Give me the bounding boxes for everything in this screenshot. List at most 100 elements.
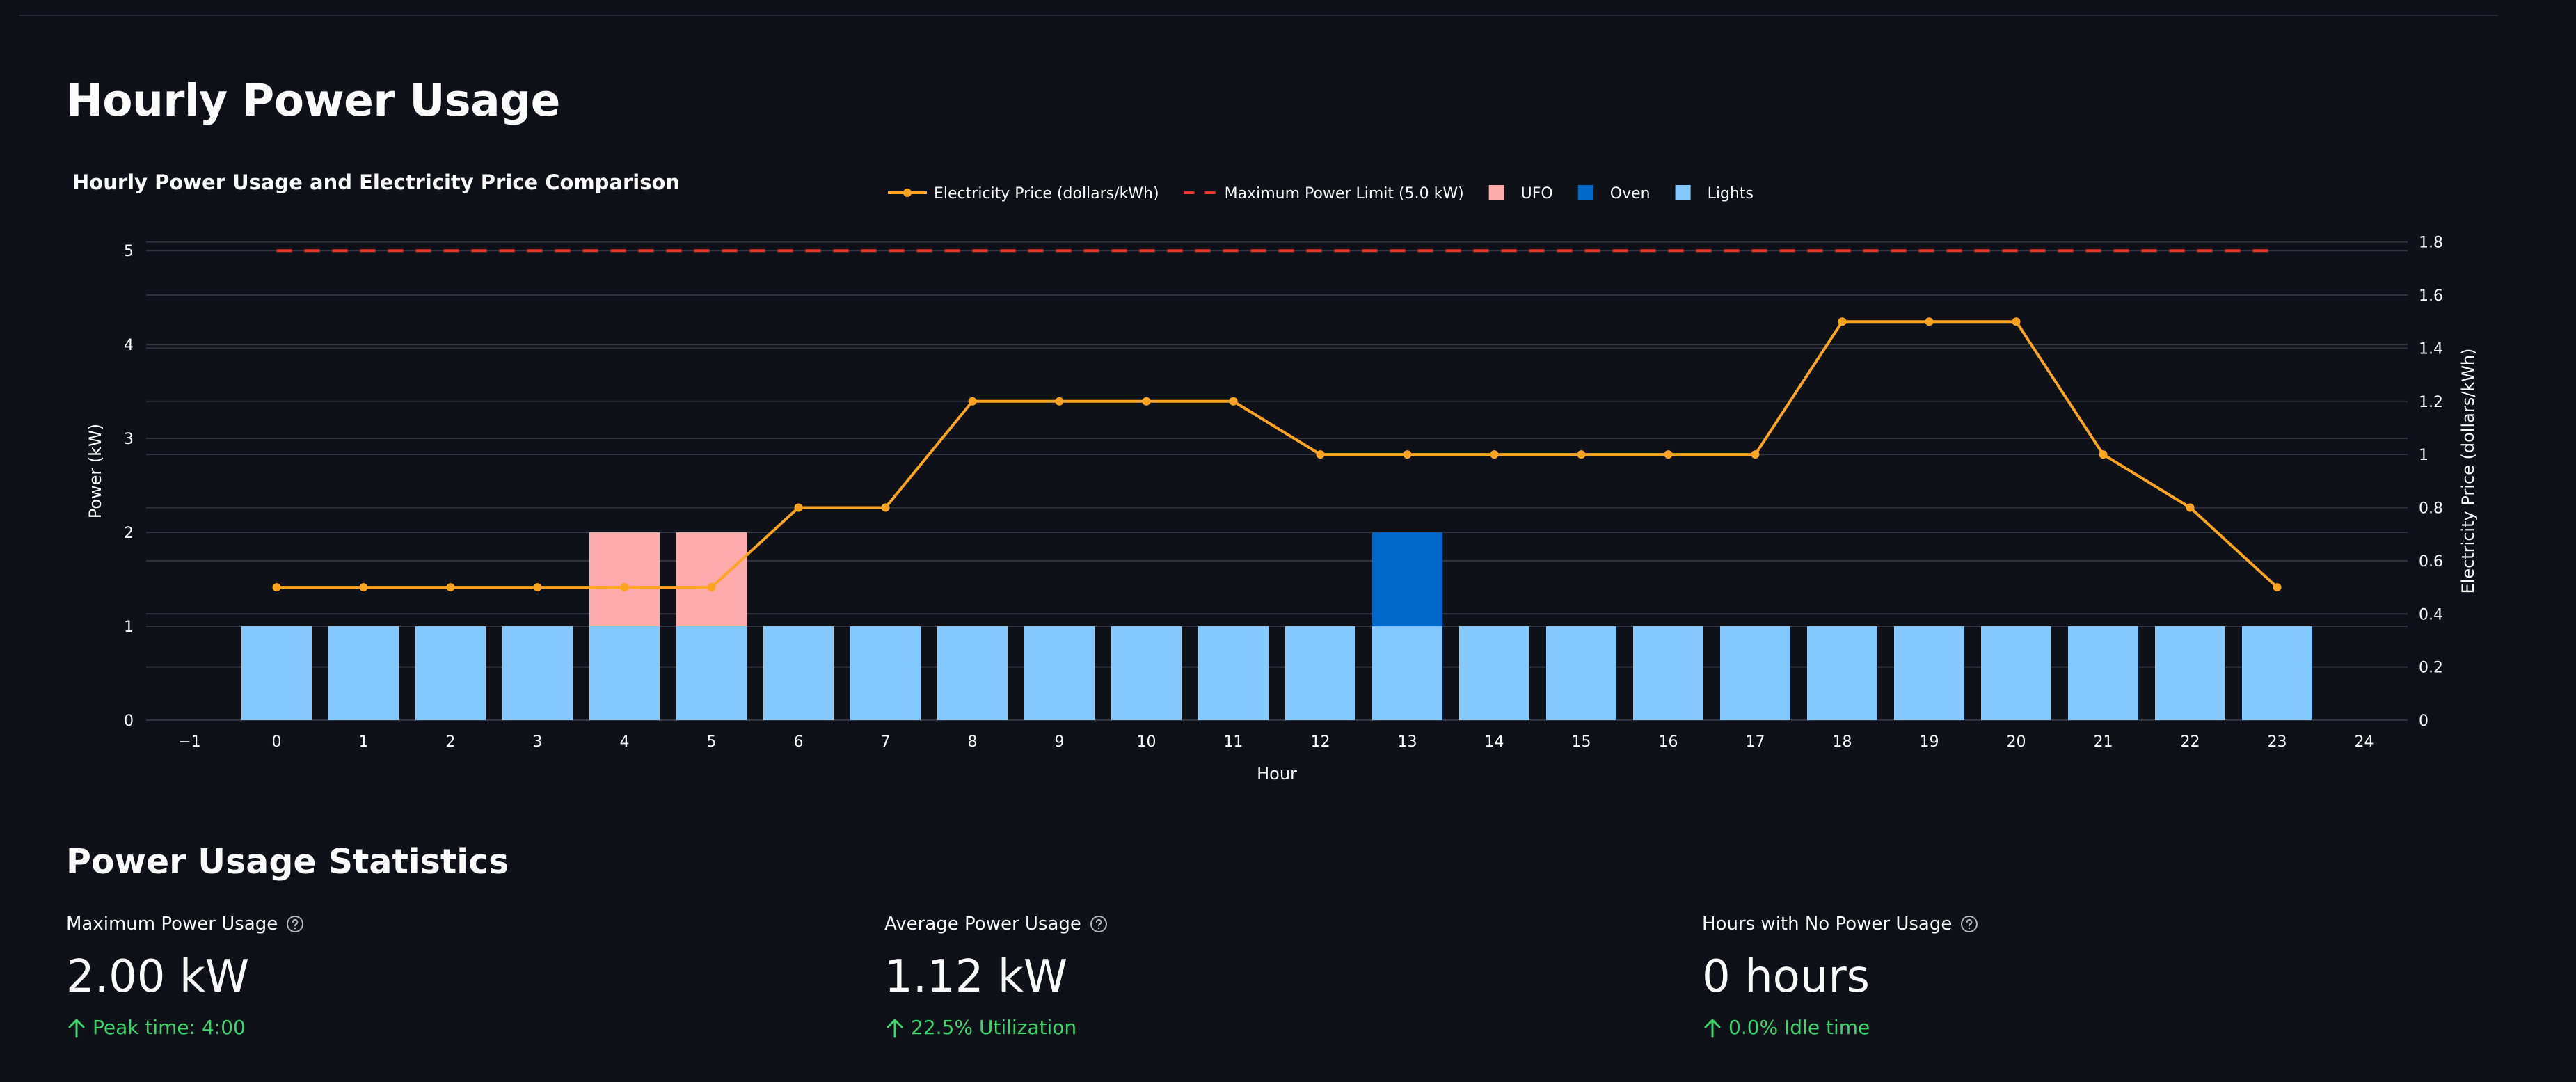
bar-lights-hour-12[interactable]: [1285, 626, 1355, 720]
price-point-hour-16[interactable]: [1664, 450, 1673, 459]
price-point-hour-12[interactable]: [1316, 450, 1325, 459]
bar-lights-hour-22[interactable]: [2155, 626, 2225, 720]
price-point-hour-13[interactable]: [1403, 450, 1412, 459]
x-tick-label: 1: [359, 733, 369, 751]
price-point-hour-1[interactable]: [359, 583, 368, 592]
price-point-hour-20[interactable]: [2012, 317, 2021, 326]
bar-lights-hour-16[interactable]: [1633, 626, 1703, 720]
price-point-hour-11[interactable]: [1229, 397, 1238, 406]
metric-label: Hours with No Power Usage: [1702, 914, 1953, 934]
x-tick-label: 17: [1746, 733, 1765, 751]
y2-tick-label: 0.4: [2419, 606, 2443, 623]
x-tick-label: 22: [2181, 733, 2200, 751]
bar-lights-hour-0[interactable]: [241, 626, 312, 720]
legend-item[interactable]: Lights: [1675, 185, 1754, 202]
bar-lights-hour-19[interactable]: [1894, 626, 1964, 720]
y2-tick-label: 0.2: [2419, 660, 2443, 677]
chart-gridlines: [146, 241, 2408, 721]
legend-item[interactable]: Electricity Price (dollars/kWh): [888, 185, 1159, 202]
price-point-hour-5[interactable]: [707, 583, 716, 592]
price-point-hour-6[interactable]: [794, 503, 803, 512]
metric-delta-text: Peak time: 4:00: [93, 1016, 246, 1039]
legend-item[interactable]: UFO: [1488, 185, 1553, 202]
chart-lines[interactable]: [272, 249, 2282, 592]
bar-lights-hour-3[interactable]: [502, 626, 573, 720]
bar-lights-hour-23[interactable]: [2242, 626, 2312, 720]
power-usage-chart[interactable]: Hourly Power Usage and Electricity Price…: [0, 153, 2576, 800]
x-tick-label: 0: [272, 733, 282, 751]
x-axis-label: Hour: [1257, 764, 1297, 783]
x-tick-label: 9: [1055, 733, 1065, 751]
x-tick-label: 18: [1833, 733, 1852, 751]
price-point-hour-8[interactable]: [968, 397, 977, 406]
price-point-hour-19[interactable]: [1925, 317, 1934, 326]
legend-color-swatch: [1577, 185, 1593, 200]
price-point-hour-3[interactable]: [533, 583, 542, 592]
bar-lights-hour-18[interactable]: [1807, 626, 1877, 720]
bar-oven-hour-13[interactable]: [1372, 532, 1442, 627]
price-point-hour-17[interactable]: [1751, 450, 1760, 459]
price-point-hour-7[interactable]: [881, 503, 890, 512]
price-point-hour-18[interactable]: [1838, 317, 1847, 326]
bar-lights-hour-17[interactable]: [1720, 626, 1790, 720]
metric-delta-text: 22.5% Utilization: [911, 1016, 1077, 1039]
price-point-hour-23[interactable]: [2273, 583, 2282, 592]
price-point-hour-14[interactable]: [1490, 450, 1499, 459]
price-point-hour-9[interactable]: [1055, 397, 1064, 406]
bar-lights-hour-6[interactable]: [763, 626, 834, 720]
bar-lights-hour-21[interactable]: [2068, 626, 2138, 720]
electricity-price-line[interactable]: [276, 320, 2278, 589]
metric-label: Maximum Power Usage: [66, 914, 278, 934]
price-point-hour-4[interactable]: [620, 583, 629, 592]
x-tick-label: 7: [881, 733, 891, 751]
price-point-hour-0[interactable]: [272, 583, 281, 592]
bar-lights-hour-9[interactable]: [1024, 626, 1095, 720]
y2-tick-label: 1.2: [2419, 394, 2443, 411]
metric-delta: Peak time: 4:00: [66, 1016, 866, 1039]
page-title: Hourly Power Usage: [66, 75, 560, 126]
legend-label: Lights: [1708, 185, 1754, 202]
metric-delta: 0.0% Idle time: [1702, 1016, 2502, 1039]
chart-legend[interactable]: Electricity Price (dollars/kWh) Maximum P…: [888, 185, 1754, 202]
bar-lights-hour-2[interactable]: [415, 626, 486, 720]
price-point-hour-15[interactable]: [1577, 450, 1586, 459]
bar-lights-hour-5[interactable]: [676, 626, 747, 720]
x-tick-label: 13: [1398, 733, 1417, 751]
chart-axes: −1 0 1 2 3 4 5 6 7 8 9 10 11 12 13 14 15 16 17 18 19 20 21 22 23…: [124, 234, 2443, 751]
metric-max-power: Maximum Power Usage 2.00 kW Peak time: 4…: [66, 912, 866, 1039]
bar-lights-hour-15[interactable]: [1546, 626, 1616, 720]
bar-lights-hour-20[interactable]: [1981, 626, 2051, 720]
bar-lights-hour-13[interactable]: [1372, 626, 1442, 720]
question-circle-icon[interactable]: [1960, 915, 1978, 933]
x-tick-label: 10: [1137, 733, 1156, 751]
bar-lights-hour-8[interactable]: [937, 626, 1008, 720]
bar-lights-hour-1[interactable]: [328, 626, 399, 720]
metric-idle-hours: Hours with No Power Usage 0 hours 0.0% I…: [1702, 912, 2502, 1039]
y-tick-label: 1: [124, 619, 134, 636]
x-tick-label: 6: [794, 733, 804, 751]
chart-bars[interactable]: [241, 532, 2312, 720]
bar-ufo-hour-4[interactable]: [589, 532, 660, 627]
bar-lights-hour-7[interactable]: [850, 626, 921, 720]
price-point-hour-2[interactable]: [446, 583, 455, 592]
x-tick-label: 16: [1659, 733, 1678, 751]
bar-lights-hour-11[interactable]: [1198, 626, 1269, 720]
price-point-hour-21[interactable]: [2099, 450, 2108, 459]
bar-lights-hour-10[interactable]: [1111, 626, 1182, 720]
arrow-up-icon: [68, 1019, 85, 1037]
bar-lights-hour-14[interactable]: [1459, 626, 1529, 720]
bar-lights-hour-4[interactable]: [589, 626, 660, 720]
bar-ufo-hour-5[interactable]: [676, 532, 747, 627]
question-circle-icon[interactable]: [1090, 915, 1108, 933]
price-point-hour-22[interactable]: [2186, 503, 2195, 512]
x-tick-label: 15: [1572, 733, 1591, 751]
price-point-hour-10[interactable]: [1142, 397, 1151, 406]
legend-item[interactable]: Oven: [1577, 185, 1651, 202]
question-circle-icon[interactable]: [286, 915, 304, 933]
y-axis-label: Power (kW): [86, 424, 105, 519]
x-tick-label: 20: [2007, 733, 2026, 751]
y2-tick-label: 0.6: [2419, 553, 2443, 571]
legend-item[interactable]: Maximum Power Limit (5.0 kW): [1184, 185, 1464, 202]
metric-delta: 22.5% Utilization: [884, 1016, 1685, 1039]
x-tick-label: 4: [620, 733, 630, 751]
